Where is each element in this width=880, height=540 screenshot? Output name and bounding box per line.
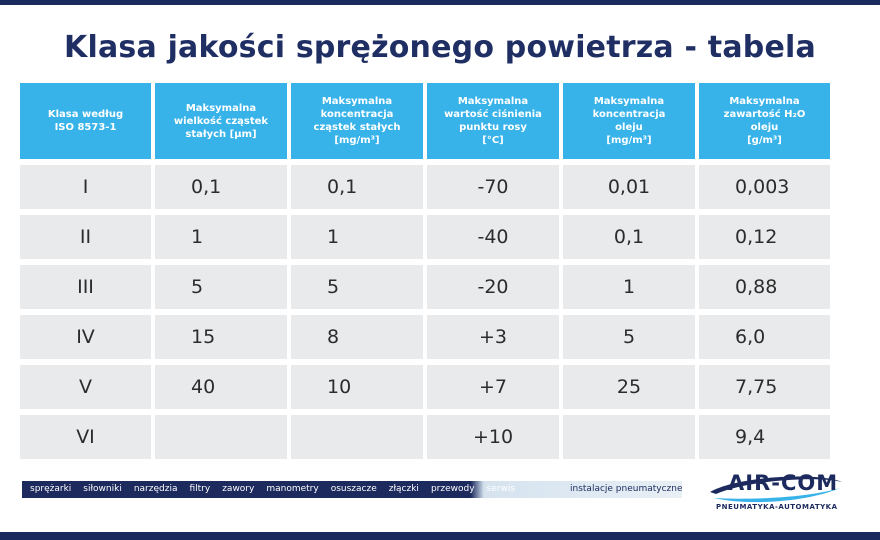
page-title: Klasa jakości sprężonego powietrza - tab… <box>64 30 816 65</box>
table-header-row: Klasa według ISO 8573-1 Maksymalna wielk… <box>18 83 836 159</box>
table-cell: 7,75 <box>699 365 830 409</box>
footer-link: złączki <box>388 484 419 494</box>
header-cell-particle-size: Maksymalna wielkość cząstek stałych [µm] <box>155 83 287 159</box>
table-cell: 0,12 <box>699 215 830 259</box>
bottom-bar <box>0 532 880 540</box>
table-cell: 5 <box>563 315 695 359</box>
footer-link: narzędzia <box>133 484 178 494</box>
header-cell-class: Klasa według ISO 8573-1 <box>20 83 151 159</box>
table-cell <box>155 415 287 459</box>
table-cell: -20 <box>427 265 559 309</box>
table-cell <box>291 415 423 459</box>
header-cell-particle-concentration: Maksymalna koncentracja cząstek stałych … <box>291 83 423 159</box>
footer-link: sprężarki <box>30 484 72 494</box>
table-cell: 0,01 <box>563 165 695 209</box>
table-cell: I <box>20 165 151 209</box>
table-cell: 0,1 <box>563 215 695 259</box>
table-row: I 0,1 0,1 -70 0,01 0,003 <box>18 165 836 209</box>
table-cell: III <box>20 265 151 309</box>
table-row: IV 15 8 +3 5 6,0 <box>18 315 836 359</box>
table-cell: -40 <box>427 215 559 259</box>
top-bar <box>0 0 880 5</box>
footer-tagline: instalacje pneumatyczne <box>570 484 683 494</box>
footer-link: filtry <box>189 484 211 494</box>
table-cell: VI <box>20 415 151 459</box>
header-cell-dew-point: Maksymalna wartość ciśnienia punktu rosy… <box>427 83 559 159</box>
table-cell: 8 <box>291 315 423 359</box>
table-cell: +10 <box>427 415 559 459</box>
table-cell: 1 <box>291 215 423 259</box>
logo-tagline: PNEUMATYKA-AUTOMATYKA <box>716 503 838 511</box>
footer-link: manometry <box>266 484 319 494</box>
footer-link: zawory <box>222 484 255 494</box>
table-cell <box>563 415 695 459</box>
footer-links: sprężarki siłowniki narzędzia filtry zaw… <box>30 482 515 497</box>
table-cell: +3 <box>427 315 559 359</box>
footer-band <box>22 481 682 498</box>
table-row: V 40 10 +7 25 7,75 <box>18 365 836 409</box>
table-cell: -70 <box>427 165 559 209</box>
table-row: VI +10 9,4 <box>18 415 836 459</box>
table-row: III 5 5 -20 1 0,88 <box>18 265 836 309</box>
aircom-logo-swoosh <box>710 476 842 503</box>
table-cell: 0,88 <box>699 265 830 309</box>
table-cell: 0,003 <box>699 165 830 209</box>
table-cell: 1 <box>563 265 695 309</box>
header-cell-oil-concentration: Maksymalna koncentracja oleju [mg/m³] <box>563 83 695 159</box>
table-cell: 1 <box>155 215 287 259</box>
table-cell: V <box>20 365 151 409</box>
table-cell: 40 <box>155 365 287 409</box>
table-cell: 0,1 <box>291 165 423 209</box>
footer-link: serwis <box>486 484 516 494</box>
table-cell: II <box>20 215 151 259</box>
table-row: II 1 1 -40 0,1 0,12 <box>18 215 836 259</box>
logo-wordmark: AIR-COM <box>728 471 839 495</box>
table-cell: 0,1 <box>155 165 287 209</box>
table-cell: 9,4 <box>699 415 830 459</box>
footer-link: osuszacze <box>330 484 377 494</box>
footer-link: przewody <box>430 484 475 494</box>
table-cell: +7 <box>427 365 559 409</box>
table-cell: 15 <box>155 315 287 359</box>
table-cell: IV <box>20 315 151 359</box>
table-cell: 5 <box>155 265 287 309</box>
table-cell: 10 <box>291 365 423 409</box>
table-cell: 25 <box>563 365 695 409</box>
table-cell: 6,0 <box>699 315 830 359</box>
header-cell-water-content: Maksymalna zawartość H₂O oleju [g/m³] <box>699 83 830 159</box>
table-cell: 5 <box>291 265 423 309</box>
data-table: Klasa według ISO 8573-1 Maksymalna wielk… <box>18 83 836 459</box>
footer-link: siłowniki <box>83 484 122 494</box>
